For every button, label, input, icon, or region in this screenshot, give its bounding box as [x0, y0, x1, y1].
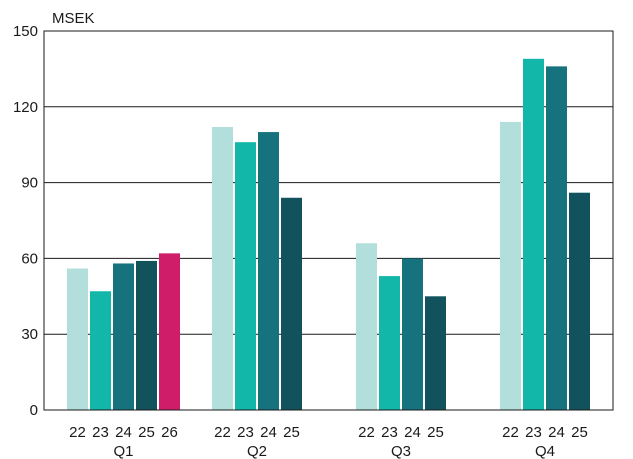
bar-q1-24: [113, 263, 134, 410]
x-year-label: 23: [525, 424, 542, 441]
x-year-label: 24: [548, 424, 565, 441]
x-year-label: 24: [404, 424, 421, 441]
bar-q4-23: [523, 58, 544, 410]
y-tick-label: 30: [21, 326, 38, 343]
x-year-label: 25: [427, 424, 444, 441]
x-quarter-label: Q1: [113, 443, 133, 459]
x-year-label: 22: [358, 424, 375, 441]
x-year-label: 24: [260, 424, 277, 441]
bar-q4-25: [569, 192, 590, 410]
x-year-label: 25: [571, 424, 588, 441]
unit-label: MSEK: [52, 10, 95, 27]
x-quarter-label: Q3: [391, 443, 411, 459]
y-tick-labels: 0 30 60 90 120 150: [13, 23, 38, 419]
x-year-label: 25: [283, 424, 300, 441]
y-tick-label: 0: [30, 402, 38, 419]
x-year-label: 26: [161, 424, 178, 441]
bars: [67, 58, 590, 411]
x-year-label: 25: [138, 424, 155, 441]
x-axis-labels: 22 23 24 25 26 Q1 22 23 24 25 Q2 22 23 24 25 Q3 22 23 24 25…: [69, 424, 588, 459]
y-tick-label: 90: [21, 175, 38, 192]
bar-q3-23: [379, 276, 400, 410]
bar-q1-26: [159, 253, 180, 410]
x-year-label: 23: [381, 424, 398, 441]
bar-q1-22: [67, 268, 88, 410]
bar-q3-22: [356, 243, 377, 410]
bar-q1-23: [90, 291, 111, 410]
bar-q2-24: [258, 132, 279, 411]
x-year-label: 22: [214, 424, 231, 441]
y-tick-label: 120: [13, 99, 38, 116]
bar-q2-22: [212, 127, 233, 410]
x-quarter-label: Q2: [247, 443, 267, 459]
bar-q4-24: [546, 66, 567, 410]
x-year-label: 23: [237, 424, 254, 441]
plot-frame: [43, 30, 614, 411]
y-tick-label: 60: [21, 250, 38, 267]
bar-q3-25: [425, 296, 446, 410]
bar-q3-24: [402, 258, 423, 410]
x-year-label: 23: [92, 424, 109, 441]
y-tick-label: 150: [13, 23, 38, 40]
bar-q2-23: [235, 142, 256, 410]
bar-q1-25: [136, 260, 157, 410]
x-quarter-label: Q4: [535, 443, 555, 459]
bar-q4-22: [500, 121, 521, 411]
x-year-label: 22: [69, 424, 86, 441]
x-year-label: 22: [502, 424, 519, 441]
bar-q2-25: [281, 197, 302, 410]
x-year-label: 24: [115, 424, 132, 441]
